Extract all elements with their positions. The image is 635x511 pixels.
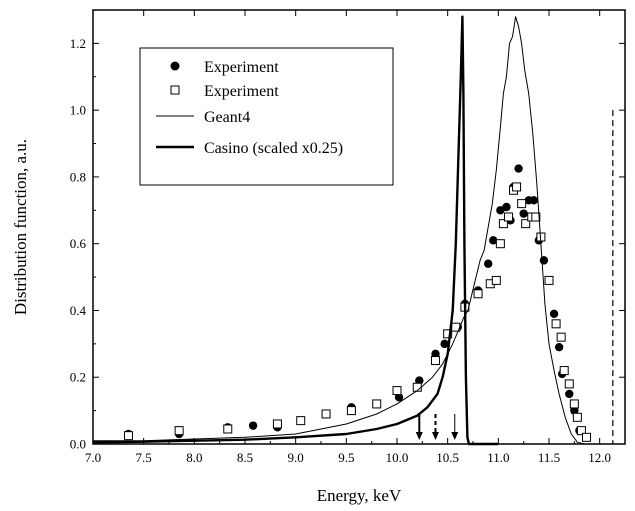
- series-line-casino: [92, 15, 499, 446]
- data-point-filled-circle: [440, 339, 449, 349]
- y-tick-label: 1.0: [70, 103, 86, 118]
- data-point-open-square: [581, 432, 591, 442]
- x-tick-label: 7.0: [85, 450, 101, 465]
- data-point-filled-circle: [248, 421, 258, 430]
- data-point-filled-circle: [554, 342, 564, 352]
- legend-label-casino: Casino (scaled x0.25): [204, 140, 343, 157]
- data-point-open-square: [564, 379, 574, 389]
- data-point-filled-circle: [514, 164, 523, 173]
- legend-label-geant4: Geant4: [204, 109, 250, 126]
- legend: Experiment Experiment Geant4 Casino (sca…: [139, 47, 394, 186]
- annotation-markers: [415, 110, 614, 444]
- data-point-open-square: [521, 219, 531, 229]
- y-tick-label: 0.0: [70, 437, 86, 452]
- data-point-filled-circle: [502, 202, 511, 212]
- legend-label-experiment-filled: Experiment: [204, 59, 279, 76]
- x-tick-label: 11.5: [538, 450, 560, 465]
- data-point-filled-circle: [394, 393, 404, 402]
- data-point-filled-circle: [519, 209, 528, 218]
- y-tick-label: 0.8: [70, 169, 86, 184]
- arrow-head: [451, 432, 459, 440]
- data-point-filled-circle: [431, 349, 440, 359]
- y-tick-label: 0.6: [70, 236, 87, 251]
- data-point-filled-circle: [570, 406, 579, 415]
- arrow-head: [432, 432, 440, 440]
- data-point-open-square: [491, 275, 501, 285]
- data-point-filled-circle: [549, 309, 559, 318]
- legend-label-experiment-open: Experiment: [204, 83, 279, 100]
- x-tick-label: 10.0: [386, 450, 409, 465]
- data-point-open-square: [443, 329, 453, 339]
- x-tick-label: 8.0: [186, 450, 202, 465]
- x-axis-title: Energy, keV: [317, 486, 402, 505]
- x-tick-label: 8.5: [237, 450, 253, 465]
- data-point-open-square: [495, 239, 505, 249]
- data-point-open-square: [272, 419, 282, 429]
- x-tick-label: 11.0: [487, 450, 509, 465]
- data-point-filled-circle: [415, 376, 424, 385]
- data-point-open-square: [372, 399, 382, 409]
- data-point-open-square: [569, 399, 579, 409]
- data-point-open-square: [321, 409, 331, 419]
- data-point-filled-circle: [565, 389, 574, 399]
- series-line-geant4: [93, 16, 600, 445]
- arrow-head: [415, 432, 423, 440]
- data-point-open-square: [556, 332, 566, 342]
- series-layer: [92, 15, 600, 446]
- x-tick-label: 10.5: [436, 450, 459, 465]
- x-tick-label: 9.5: [338, 450, 354, 465]
- data-point-open-square: [517, 199, 527, 209]
- data-point-filled-circle: [539, 256, 549, 265]
- x-tick-label: 9.0: [288, 450, 304, 465]
- data-point-open-square: [572, 412, 582, 422]
- y-tick-label: 0.4: [70, 303, 87, 318]
- y-axis-title: Distribution function, a.u.: [11, 139, 30, 315]
- legend-marker-filled-circle: [170, 61, 180, 71]
- x-tick-label: 7.5: [136, 450, 152, 465]
- data-point-open-square: [544, 275, 554, 285]
- data-point-open-square: [498, 219, 508, 229]
- data-point-open-square: [123, 431, 133, 441]
- data-point-filled-circle: [484, 259, 493, 268]
- data-point-filled-circle: [489, 236, 498, 245]
- data-point-filled-circle: [529, 196, 538, 205]
- data-point-open-square: [559, 366, 569, 376]
- legend-marker-open-square: [170, 85, 180, 95]
- data-point-open-square: [296, 416, 306, 426]
- data-point-open-square: [531, 212, 541, 222]
- data-point-open-square: [392, 386, 402, 396]
- data-point-open-square: [551, 319, 561, 329]
- y-tick-label: 0.2: [70, 370, 86, 385]
- x-tick-label: 12.0: [588, 450, 611, 465]
- data-point-open-square: [512, 182, 522, 192]
- plot-frame: [92, 9, 626, 445]
- data-point-open-square: [431, 356, 441, 366]
- data-point-open-square: [174, 426, 184, 436]
- data-point-open-square: [346, 406, 356, 416]
- data-point-open-square: [223, 424, 233, 434]
- data-point-open-square: [473, 289, 483, 299]
- data-point-open-square: [503, 212, 513, 222]
- y-tick-label: 1.2: [70, 36, 86, 51]
- data-point-open-square: [576, 426, 586, 436]
- axis-ticks: 7.0 7.5 8.0 8.5 9.0 9.5 10.0 10.5 11.0 11.5 12.0 0.…: [70, 9, 625, 465]
